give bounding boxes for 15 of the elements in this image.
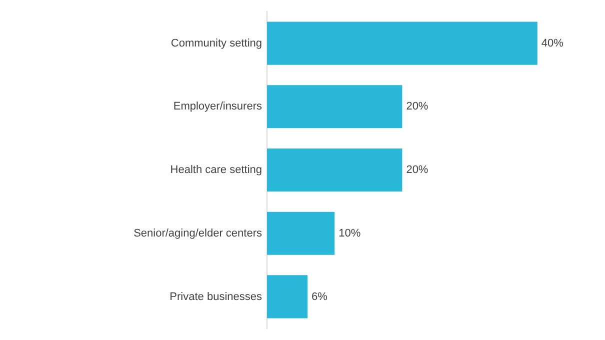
data-label: 20% [406, 164, 428, 176]
data-label: 10% [338, 227, 361, 240]
data-label: 20% [406, 100, 428, 113]
bar [267, 212, 335, 255]
y-tick-label: Private businesses [170, 290, 262, 303]
y-tick-label: Senior/aging/elder centers [134, 227, 262, 240]
y-tick-label: Employer/insurers [173, 100, 262, 113]
y-tick-label: Community setting [170, 37, 262, 50]
bar [267, 148, 402, 192]
y-tick-label: Health care setting [170, 164, 262, 176]
data-label: 40% [541, 37, 564, 50]
bar [267, 22, 538, 65]
data-label: 6% [312, 290, 328, 303]
bar [267, 275, 308, 318]
bar [267, 85, 402, 128]
